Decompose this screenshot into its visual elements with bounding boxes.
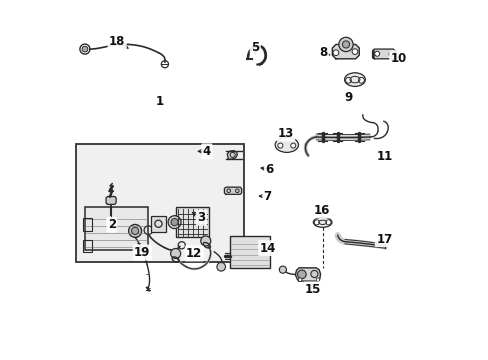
- Circle shape: [342, 41, 349, 48]
- Bar: [176, 207, 208, 237]
- Polygon shape: [295, 268, 320, 281]
- Circle shape: [298, 278, 301, 282]
- Text: 16: 16: [313, 204, 329, 217]
- Text: 6: 6: [265, 163, 273, 176]
- Text: 19: 19: [134, 246, 150, 259]
- Text: 4: 4: [203, 145, 210, 158]
- Text: 17: 17: [375, 233, 392, 246]
- Polygon shape: [372, 49, 394, 59]
- Circle shape: [314, 220, 319, 225]
- Text: 14: 14: [259, 242, 275, 255]
- Circle shape: [338, 37, 352, 51]
- Bar: [151, 216, 165, 232]
- Text: 9: 9: [344, 91, 352, 104]
- Circle shape: [345, 77, 351, 83]
- Bar: [83, 219, 92, 231]
- Circle shape: [217, 262, 225, 271]
- Circle shape: [310, 270, 317, 278]
- Text: 18: 18: [109, 35, 125, 49]
- Bar: [76, 144, 244, 262]
- Circle shape: [128, 225, 142, 237]
- Circle shape: [277, 143, 282, 148]
- Circle shape: [316, 278, 319, 282]
- Text: 11: 11: [375, 150, 392, 163]
- Bar: [85, 207, 147, 250]
- Circle shape: [297, 270, 305, 279]
- Circle shape: [374, 51, 379, 56]
- Text: 13: 13: [277, 127, 293, 140]
- Polygon shape: [224, 187, 241, 194]
- Bar: [230, 235, 269, 268]
- Polygon shape: [106, 197, 116, 204]
- Polygon shape: [332, 44, 359, 59]
- Circle shape: [168, 216, 181, 229]
- Circle shape: [171, 219, 178, 226]
- Text: 12: 12: [186, 247, 202, 260]
- Circle shape: [332, 50, 338, 55]
- Text: 3: 3: [197, 211, 205, 224]
- Circle shape: [290, 143, 295, 148]
- Polygon shape: [227, 150, 237, 159]
- Text: 15: 15: [304, 283, 320, 296]
- Circle shape: [201, 236, 210, 246]
- Circle shape: [170, 248, 180, 258]
- Text: 10: 10: [390, 51, 406, 64]
- Text: 2: 2: [107, 218, 116, 231]
- Circle shape: [388, 51, 393, 56]
- Circle shape: [279, 266, 286, 273]
- Bar: [83, 240, 92, 252]
- Text: 5: 5: [251, 41, 259, 54]
- Text: 7: 7: [263, 190, 271, 203]
- Circle shape: [82, 46, 88, 52]
- Circle shape: [351, 49, 357, 54]
- Text: 1: 1: [156, 95, 164, 108]
- Text: 8: 8: [319, 46, 327, 59]
- Ellipse shape: [275, 137, 298, 152]
- Circle shape: [358, 77, 364, 83]
- Circle shape: [131, 227, 139, 234]
- Ellipse shape: [313, 217, 331, 227]
- Circle shape: [325, 220, 330, 225]
- Ellipse shape: [344, 73, 365, 86]
